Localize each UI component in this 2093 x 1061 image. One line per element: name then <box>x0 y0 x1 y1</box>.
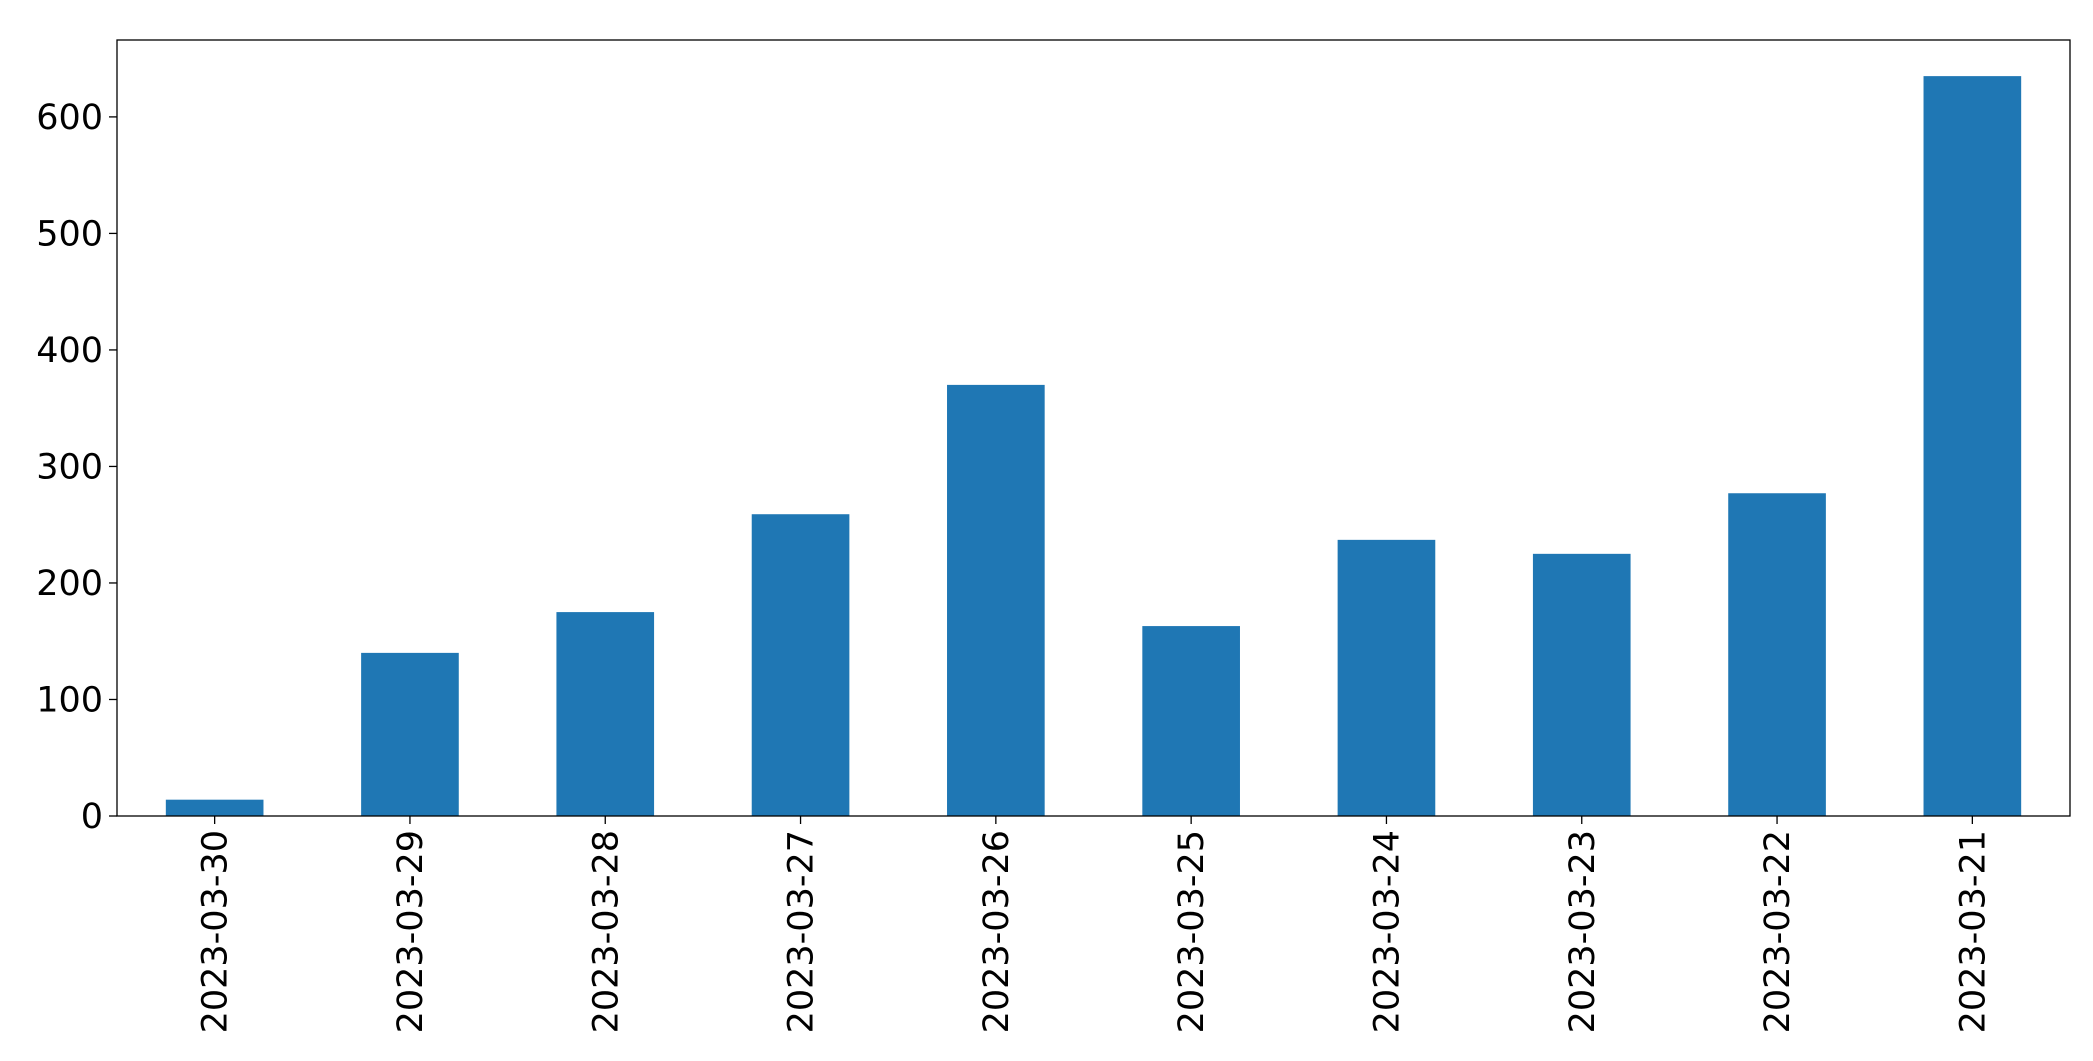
bar <box>1142 626 1240 816</box>
x-tick-label: 2023-03-22 <box>1758 830 1798 1033</box>
bar <box>165 799 264 816</box>
y-tick-label: 600 <box>36 98 103 138</box>
y-tick-label: 200 <box>36 564 103 604</box>
y-tick-label: 400 <box>36 331 103 371</box>
bar <box>751 514 850 816</box>
y-tick-label: 500 <box>36 214 103 254</box>
plot-frame <box>116 39 2071 817</box>
x-tick-label: 2023-03-29 <box>391 830 431 1033</box>
x-tick-label: 2023-03-23 <box>1563 830 1603 1033</box>
x-tick-label: 2023-03-24 <box>1367 830 1407 1033</box>
x-tick-label: 2023-03-25 <box>1172 830 1212 1033</box>
x-tick-label: 2023-03-30 <box>196 830 236 1033</box>
bar <box>1923 76 2022 816</box>
bar <box>1532 553 1631 816</box>
bar <box>947 384 1045 816</box>
x-tick-label: 2023-03-21 <box>1953 830 1993 1033</box>
bar <box>361 652 459 816</box>
bar <box>556 612 655 816</box>
x-tick-label: 2023-03-27 <box>782 830 822 1033</box>
x-tick-label: 2023-03-26 <box>977 830 1017 1033</box>
bar <box>1728 493 1826 816</box>
x-tick-label: 2023-03-28 <box>586 830 626 1033</box>
y-tick-label: 100 <box>36 680 103 720</box>
bar <box>1337 539 1436 816</box>
y-tick-label: 0 <box>81 797 103 837</box>
y-tick-label: 300 <box>36 447 103 487</box>
